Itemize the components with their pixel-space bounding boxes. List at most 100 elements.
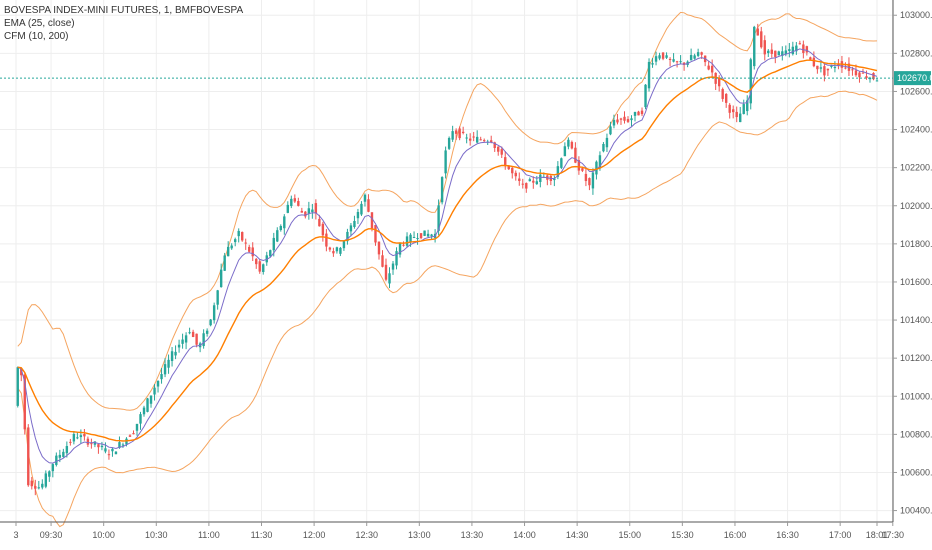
candle-body xyxy=(679,61,682,63)
candle-body xyxy=(205,330,209,334)
candle-body xyxy=(226,246,230,257)
cfm-lower-band xyxy=(17,90,878,528)
candle-body xyxy=(255,258,258,265)
candle-body xyxy=(570,141,574,149)
x-tick-label: 12:00 xyxy=(303,530,326,540)
grid xyxy=(0,0,894,522)
candle-body xyxy=(640,110,644,115)
candle-body xyxy=(602,143,605,152)
candle-body xyxy=(65,446,69,454)
candle-body xyxy=(525,183,528,189)
candle-body xyxy=(696,52,700,56)
candle-body xyxy=(20,368,23,376)
candle-body xyxy=(661,52,665,59)
candle-body xyxy=(409,234,412,243)
candle-body xyxy=(367,199,370,212)
candle-body xyxy=(493,142,496,149)
candle-body xyxy=(826,68,830,71)
candle-body xyxy=(363,194,367,202)
candle-body xyxy=(479,139,482,141)
x-tick-label: 09:30 xyxy=(40,530,63,540)
candle-body xyxy=(114,451,118,455)
legend-cfm: CFM (10, 200) xyxy=(4,31,69,42)
candle-body xyxy=(595,161,598,175)
x-tick-label: 13:30 xyxy=(461,530,484,540)
x-tick-label: 10:30 xyxy=(145,530,168,540)
candle-body xyxy=(830,65,833,67)
candle-body xyxy=(518,178,521,181)
candle-body xyxy=(339,247,342,254)
candle-body xyxy=(581,168,584,171)
candle-body xyxy=(202,333,205,347)
candle-body xyxy=(823,66,826,76)
x-tick-label: 11:30 xyxy=(251,530,273,540)
candle-body xyxy=(342,241,346,249)
candle-body xyxy=(630,118,633,121)
candle-body xyxy=(237,230,240,237)
cfm-upper-band xyxy=(17,11,878,411)
candle-body xyxy=(48,471,51,477)
candle-body xyxy=(272,237,275,251)
candle-body xyxy=(177,344,181,348)
candle-body xyxy=(219,269,223,288)
x-tick-label: 17:30 xyxy=(882,530,905,540)
ema-lines xyxy=(17,48,878,464)
y-tick-label: 102400.0 xyxy=(900,125,932,135)
candle-body xyxy=(79,435,83,438)
candle-body xyxy=(258,261,261,272)
candle-body xyxy=(72,433,76,442)
candle-body xyxy=(584,173,588,182)
candle-body xyxy=(777,51,781,56)
x-tick-label: 16:00 xyxy=(724,530,747,540)
candle-body xyxy=(332,251,335,254)
candle-body xyxy=(44,473,48,487)
candle-body xyxy=(567,139,570,147)
candle-body xyxy=(732,109,735,113)
candle-body xyxy=(93,441,97,445)
x-tick-label: 14:00 xyxy=(513,530,536,540)
candle-body xyxy=(132,433,135,435)
candle-body xyxy=(742,104,745,114)
candle-body xyxy=(809,57,812,60)
candle-body xyxy=(763,40,766,55)
x-tick-label: 14:30 xyxy=(566,530,589,540)
candle-body xyxy=(521,183,524,185)
candle-body xyxy=(791,46,795,55)
candle-body xyxy=(563,146,567,157)
candle-body xyxy=(490,140,493,143)
candle-body xyxy=(230,245,233,249)
axes xyxy=(0,0,894,523)
x-tick-label: 10:00 xyxy=(92,530,115,540)
candle-body xyxy=(444,150,447,174)
candle-body xyxy=(689,55,693,61)
candle-body xyxy=(795,45,798,52)
candle-body xyxy=(770,49,773,54)
y-tick-label: 101400.0 xyxy=(900,315,932,325)
candle-body xyxy=(781,51,784,56)
y-axis-ticks: 100400.0 100600.0 100800.0 101000.0 101200.0… xyxy=(893,10,932,516)
candle-body xyxy=(388,273,391,284)
candle-body xyxy=(861,72,865,74)
candle-body xyxy=(528,179,531,182)
candle-body xyxy=(139,414,142,424)
candle-body xyxy=(858,72,861,78)
x-tick-label: 3 xyxy=(13,530,18,540)
candle-body xyxy=(440,177,444,203)
candle-body xyxy=(483,140,486,142)
candle-body xyxy=(170,351,174,361)
candle-body xyxy=(318,218,321,227)
candle-body xyxy=(654,56,658,62)
candle-body xyxy=(504,157,507,167)
candle-body xyxy=(212,305,216,321)
candle-body xyxy=(290,198,293,207)
candle-body xyxy=(472,136,475,138)
candle-body xyxy=(447,137,451,149)
candle-body xyxy=(233,239,237,243)
candle-body xyxy=(209,319,212,326)
candle-body xyxy=(216,290,219,305)
candle-body xyxy=(609,126,612,135)
x-axis-ticks: 3 09:30 10:00 10:30 11:00 11:30 12:00 12:30 13:0… xyxy=(13,522,904,540)
candle-body xyxy=(784,50,788,55)
candle-body xyxy=(812,57,816,67)
